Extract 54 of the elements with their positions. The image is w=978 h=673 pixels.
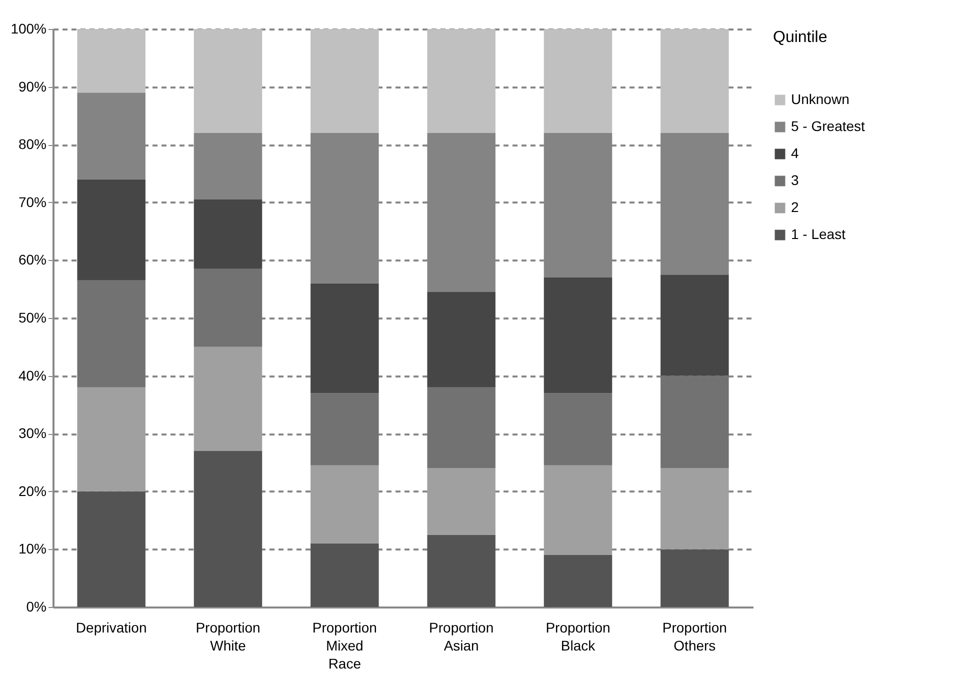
y-tick-label: 30% xyxy=(18,425,46,442)
bar xyxy=(544,554,612,607)
bar xyxy=(77,29,146,93)
bar xyxy=(77,280,146,388)
bar xyxy=(660,274,729,376)
legend-label: 1 - Least xyxy=(791,226,846,242)
bar xyxy=(660,29,729,134)
bar xyxy=(310,29,379,134)
bar xyxy=(77,491,146,607)
bar xyxy=(544,393,612,466)
legend-label: 4 xyxy=(791,145,799,161)
legend-label: Unknown xyxy=(791,91,850,107)
bar xyxy=(310,465,379,544)
x-tick-label: Proportion Black xyxy=(546,620,610,654)
bar xyxy=(194,346,262,451)
x-tick-label: Proportion Asian xyxy=(429,620,494,654)
bar xyxy=(194,268,262,347)
bar xyxy=(427,534,496,607)
bar xyxy=(77,179,146,280)
x-tick-label: Proportion Others xyxy=(662,620,727,654)
bar xyxy=(660,468,729,550)
bar xyxy=(544,465,612,555)
y-tick-label: 20% xyxy=(18,482,46,499)
y-tick-label: 10% xyxy=(18,540,46,557)
y-tick-label: 100% xyxy=(10,20,46,36)
bar xyxy=(544,278,612,394)
bar xyxy=(427,468,496,535)
bar xyxy=(660,549,729,607)
bar xyxy=(427,387,496,468)
bar xyxy=(310,543,379,607)
legend-label: 2 xyxy=(791,199,799,215)
bar xyxy=(77,387,146,492)
y-tick-label: 60% xyxy=(18,252,46,268)
bar xyxy=(310,283,379,394)
legend-label: 3 xyxy=(791,172,799,188)
legend-title: Quintile xyxy=(773,29,828,46)
bar xyxy=(660,376,729,468)
y-tick-label: 50% xyxy=(18,310,46,326)
y-tick-label: 70% xyxy=(18,194,46,210)
bar xyxy=(310,393,379,466)
legend-label: 5 - Greatest xyxy=(791,118,866,134)
x-tick-label: Proportion Mixed Race xyxy=(312,620,377,672)
y-tick-label: 90% xyxy=(18,78,46,94)
x-tick-label: Deprivation xyxy=(76,620,147,636)
bar xyxy=(194,450,262,607)
y-tick-label: 40% xyxy=(18,367,46,384)
bar xyxy=(427,29,496,134)
y-tick-label: 0% xyxy=(26,598,46,614)
y-tick-label: 80% xyxy=(18,136,46,152)
bar xyxy=(194,200,262,269)
bar xyxy=(427,292,496,388)
bar xyxy=(544,29,612,134)
bar xyxy=(194,29,262,134)
x-tick-label: Proportion White xyxy=(196,620,260,654)
